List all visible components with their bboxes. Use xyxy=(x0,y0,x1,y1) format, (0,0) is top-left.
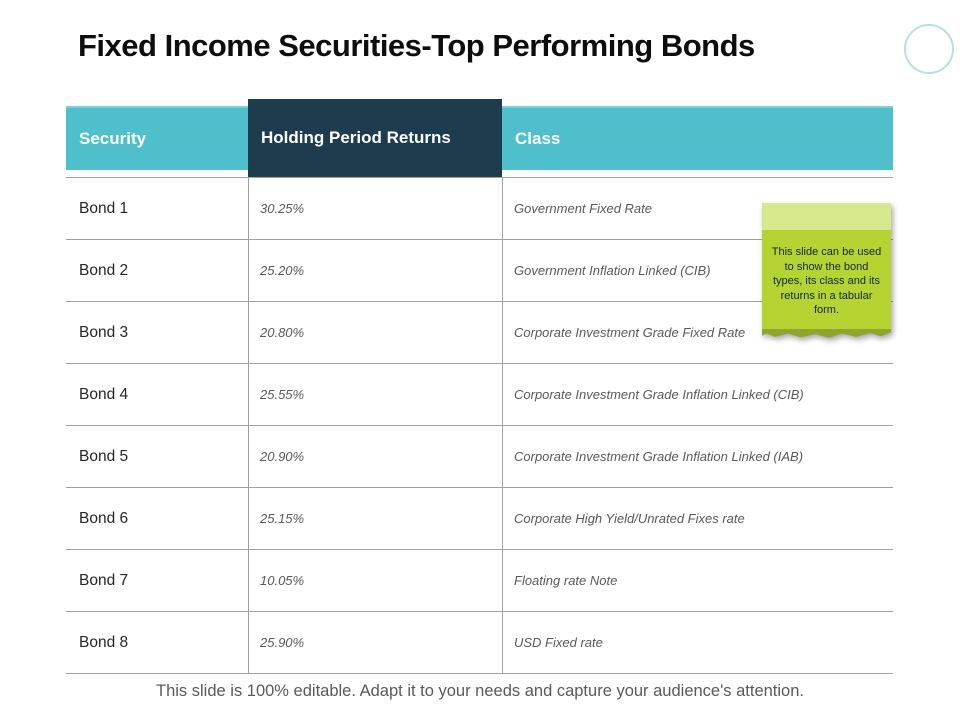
sticky-note: This slide can be used to show the bond … xyxy=(762,203,891,340)
cell-class: Government Inflation Linked (CIB) xyxy=(502,240,893,301)
cell-security: Bond 6 xyxy=(79,509,129,527)
cell-returns: 10.05% xyxy=(248,550,502,611)
table-row: Bond 2 25.20% Government Inflation Linke… xyxy=(66,240,893,302)
bonds-table: Security Holding Period Returns Class Bo… xyxy=(66,99,893,674)
table-row: Bond 8 25.90% USD Fixed rate xyxy=(66,612,893,674)
cell-security: Bond 5 xyxy=(79,447,129,465)
page-title: Fixed Income Securities-Top Performing B… xyxy=(78,28,755,63)
cell-security: Bond 4 xyxy=(79,385,129,403)
table-body: Bond 1 30.25% Government Fixed Rate Bond… xyxy=(66,177,893,674)
table-row: Bond 3 20.80% Corporate Investment Grade… xyxy=(66,302,893,364)
cell-class: Corporate Investment Grade Inflation Lin… xyxy=(502,364,893,425)
col-header-security: Security xyxy=(66,106,248,170)
footer-text: This slide is 100% editable. Adapt it to… xyxy=(156,682,804,700)
cell-security: Bond 1 xyxy=(79,199,129,217)
table-row: Bond 4 25.55% Corporate Investment Grade… xyxy=(66,364,893,426)
table-row: Bond 7 10.05% Floating rate Note xyxy=(66,550,893,612)
sketch-circle-icon xyxy=(904,24,954,74)
cell-security: Bond 7 xyxy=(79,571,129,589)
cell-returns: 20.90% xyxy=(248,426,502,487)
cell-class: Government Fixed Rate xyxy=(502,178,893,239)
cell-returns: 25.20% xyxy=(248,240,502,301)
cell-returns: 25.15% xyxy=(248,488,502,549)
cell-security: Bond 8 xyxy=(79,633,129,651)
cell-security: Bond 3 xyxy=(79,323,129,341)
cell-returns: 30.25% xyxy=(248,178,502,239)
cell-security: Bond 2 xyxy=(79,261,129,279)
cell-class: Corporate Investment Grade Inflation Lin… xyxy=(502,426,893,487)
table-row: Bond 6 25.15% Corporate High Yield/Unrat… xyxy=(66,488,893,550)
sticky-note-torn-edge xyxy=(762,328,891,338)
table-row: Bond 1 30.25% Government Fixed Rate xyxy=(66,178,893,240)
table-row: Bond 5 20.90% Corporate Investment Grade… xyxy=(66,426,893,488)
cell-returns: 25.90% xyxy=(248,612,502,673)
cell-returns: 25.55% xyxy=(248,364,502,425)
sticky-note-fold xyxy=(762,203,891,230)
col-header-holding-period-returns: Holding Period Returns xyxy=(248,99,502,177)
cell-class: Corporate High Yield/Unrated Fixes rate xyxy=(502,488,893,549)
sticky-note-text: This slide can be used to show the bond … xyxy=(762,230,891,330)
table-header-row: Security Holding Period Returns Class xyxy=(66,99,893,177)
cell-returns: 20.80% xyxy=(248,302,502,363)
cell-class: Floating rate Note xyxy=(502,550,893,611)
cell-class: USD Fixed rate xyxy=(502,612,893,673)
cell-class: Corporate Investment Grade Fixed Rate xyxy=(502,302,893,363)
col-header-class: Class xyxy=(502,106,893,170)
